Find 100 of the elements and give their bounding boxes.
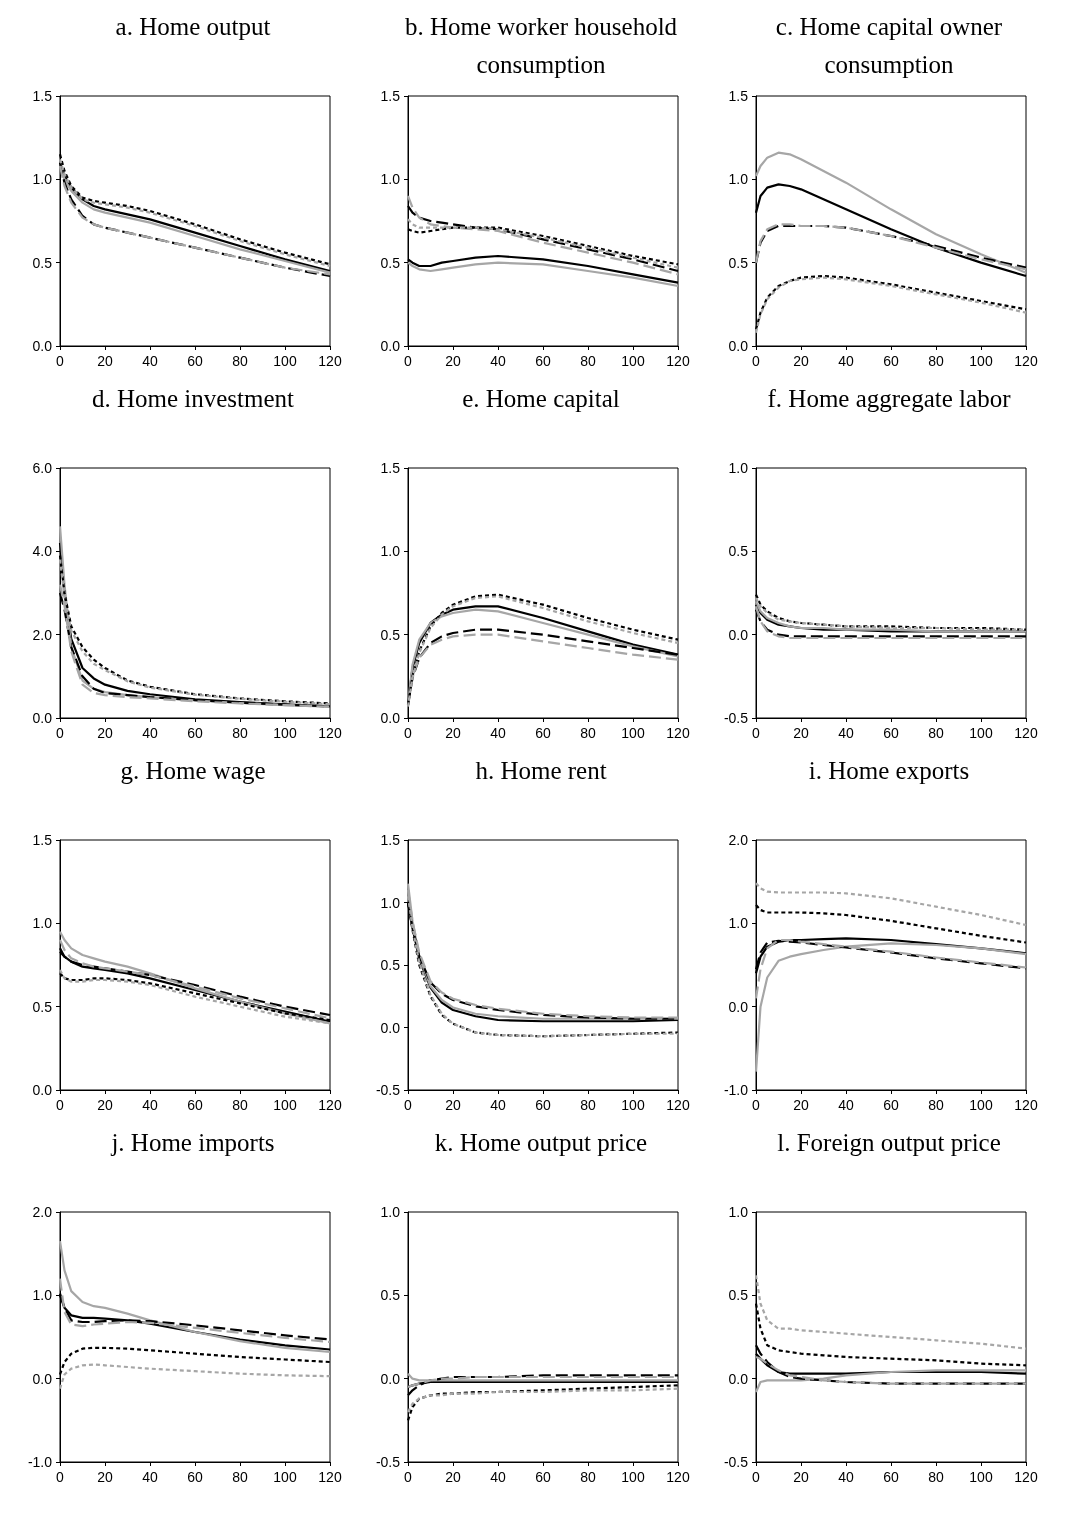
x-tick-label: 80 — [580, 725, 596, 741]
x-tick-label: 120 — [318, 353, 342, 369]
y-tick-label: 1.0 — [32, 1287, 53, 1304]
y-tick-label: 1.0 — [380, 543, 401, 560]
x-tick-label: 0 — [404, 1469, 413, 1485]
x-tick-label: 60 — [535, 1097, 551, 1113]
y-tick-label: 1.5 — [728, 88, 749, 104]
x-tick-label: 80 — [928, 1469, 944, 1485]
x-tick-label: 0 — [752, 1469, 761, 1485]
x-tick-label: 80 — [580, 1097, 596, 1113]
y-tick-label: -1.0 — [27, 1454, 53, 1470]
y-tick-label: 1.5 — [32, 832, 53, 848]
chart-title: g. Home wage — [119, 756, 267, 786]
y-tick-label: 0.5 — [728, 543, 749, 560]
x-tick-label: 60 — [535, 353, 551, 369]
x-tick-label: 80 — [232, 1097, 248, 1113]
x-tick-label: 100 — [273, 353, 297, 369]
y-tick-label: 0.0 — [380, 1019, 401, 1036]
y-tick-label: 0.5 — [32, 998, 53, 1015]
chart-title: e. Home capital — [461, 384, 621, 414]
x-tick-label: 40 — [142, 1097, 158, 1113]
x-tick-label: 100 — [969, 725, 993, 741]
y-tick-label: 1.5 — [380, 88, 401, 104]
x-tick-label: 80 — [232, 1469, 248, 1485]
x-tick-label: 60 — [883, 725, 899, 741]
y-tick-label: 1.0 — [728, 915, 749, 932]
x-tick-label: 20 — [793, 1097, 809, 1113]
x-tick-label: 100 — [273, 1469, 297, 1485]
y-tick-label: 1.0 — [728, 460, 749, 476]
x-tick-label: 20 — [445, 1469, 461, 1485]
x-tick-label: 0 — [56, 353, 65, 369]
x-tick-label: 120 — [1014, 1469, 1038, 1485]
x-tick-label: 40 — [142, 725, 158, 741]
x-tick-label: 20 — [793, 353, 809, 369]
x-tick-label: 60 — [187, 725, 203, 741]
x-tick-label: 20 — [97, 1469, 113, 1485]
y-tick-label: 0.0 — [380, 1370, 401, 1387]
x-tick-label: 20 — [445, 725, 461, 741]
x-tick-label: 80 — [928, 353, 944, 369]
chart-title: c. Home capital owner consumption — [774, 12, 1004, 80]
x-tick-label: 60 — [883, 1097, 899, 1113]
y-tick-label: -1.0 — [723, 1082, 749, 1098]
x-tick-label: 80 — [232, 353, 248, 369]
x-tick-label: 120 — [1014, 725, 1038, 741]
x-tick-label: 40 — [490, 353, 506, 369]
x-tick-label: 60 — [187, 1469, 203, 1485]
y-tick-label: 2.0 — [32, 626, 53, 643]
y-tick-label: 1.5 — [380, 832, 401, 848]
y-tick-label: 2.0 — [32, 1204, 53, 1220]
chart-title: k. Home output price — [433, 1128, 649, 1158]
x-tick-label: 20 — [97, 1097, 113, 1113]
chart-title: a. Home output — [114, 12, 272, 42]
x-tick-label: 0 — [404, 1097, 413, 1113]
x-tick-label: 60 — [883, 1469, 899, 1485]
x-tick-label: 120 — [666, 725, 690, 741]
x-tick-label: 100 — [621, 1469, 645, 1485]
chart-title: i. Home exports — [807, 756, 971, 786]
x-tick-label: 120 — [318, 1469, 342, 1485]
x-tick-label: 100 — [621, 725, 645, 741]
x-tick-label: 80 — [928, 1097, 944, 1113]
y-tick-label: 1.0 — [32, 915, 53, 932]
x-tick-label: 0 — [404, 725, 413, 741]
y-tick-label: 0.5 — [728, 254, 749, 271]
x-tick-label: 100 — [273, 725, 297, 741]
x-tick-label: 60 — [535, 725, 551, 741]
chart-title: f. Home aggregate labor — [766, 384, 1012, 414]
x-tick-label: 80 — [580, 1469, 596, 1485]
y-tick-label: 1.0 — [32, 171, 53, 188]
x-tick-label: 0 — [404, 353, 413, 369]
x-tick-label: 60 — [187, 1097, 203, 1113]
y-tick-label: 1.0 — [728, 1204, 749, 1220]
x-tick-label: 20 — [445, 353, 461, 369]
x-tick-label: 100 — [969, 1097, 993, 1113]
x-tick-label: 40 — [490, 1097, 506, 1113]
x-tick-label: 60 — [883, 353, 899, 369]
x-tick-label: 0 — [56, 1469, 65, 1485]
y-tick-label: 4.0 — [32, 543, 53, 560]
x-tick-label: 0 — [752, 1097, 761, 1113]
x-tick-label: 100 — [621, 353, 645, 369]
y-tick-label: 6.0 — [32, 460, 53, 476]
x-tick-label: 60 — [187, 353, 203, 369]
x-tick-label: 60 — [535, 1469, 551, 1485]
y-tick-label: 0.0 — [728, 338, 749, 354]
x-tick-label: 40 — [838, 353, 854, 369]
y-tick-label: 1.0 — [728, 171, 749, 188]
y-tick-label: 0.0 — [380, 338, 401, 354]
x-tick-label: 40 — [490, 1469, 506, 1485]
y-tick-label: 0.0 — [728, 626, 749, 643]
x-tick-label: 40 — [490, 725, 506, 741]
x-tick-label: 20 — [445, 1097, 461, 1113]
x-tick-label: 20 — [97, 725, 113, 741]
chart-title: j. Home imports — [109, 1128, 276, 1158]
y-tick-label: 1.5 — [32, 88, 53, 104]
y-tick-label: 0.0 — [32, 710, 53, 726]
x-tick-label: 120 — [318, 725, 342, 741]
x-tick-label: 120 — [666, 353, 690, 369]
y-tick-label: 1.0 — [380, 894, 401, 911]
x-tick-label: 80 — [928, 725, 944, 741]
x-tick-label: 100 — [621, 1097, 645, 1113]
y-tick-label: 0.0 — [32, 338, 53, 354]
